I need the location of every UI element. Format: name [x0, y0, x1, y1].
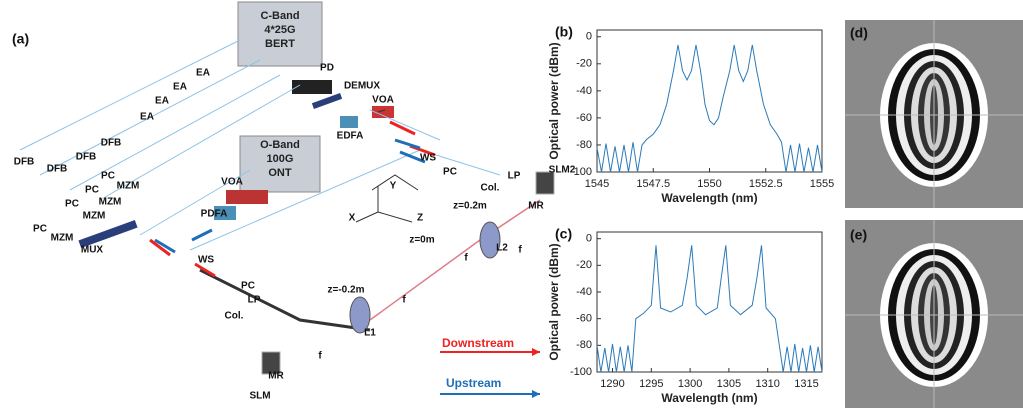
- panel-label: (c): [555, 226, 572, 242]
- component-label: DFB: [14, 157, 35, 168]
- component-label: MUX: [81, 245, 104, 256]
- y-tick-label: 0: [586, 233, 592, 245]
- y-tick-label: -20: [576, 58, 592, 70]
- page: (a) C-Band 4*25G BERT O-Band 100G ONT Do…: [0, 0, 1023, 408]
- panel-label: (e): [850, 227, 867, 243]
- component-label: EDFA: [337, 131, 364, 142]
- component-label: EA: [140, 112, 154, 123]
- component-label: WS: [420, 153, 436, 164]
- y-tick-label: -100: [570, 166, 592, 178]
- component-label: L1: [364, 328, 376, 339]
- panel-label: (d): [850, 25, 868, 41]
- component-label: VOA: [372, 95, 394, 106]
- component-label: PD: [320, 63, 334, 74]
- component-label: EA: [155, 96, 169, 107]
- component-label: PC: [241, 281, 255, 292]
- legend-label: Downstream: [442, 336, 514, 350]
- ont-label: 100G: [267, 153, 294, 165]
- component-label: PC: [101, 171, 115, 182]
- hologram-image: [845, 220, 1023, 408]
- component-label: L2: [496, 243, 508, 254]
- component-label: VOA: [221, 177, 243, 188]
- component-label: WS: [198, 255, 214, 266]
- component-label: DFB: [76, 152, 97, 163]
- component-label: z=-0.2m: [328, 285, 365, 296]
- x-tick-label: 1295: [639, 378, 663, 390]
- bert-label: 4*25G: [264, 24, 295, 36]
- panel-label: (a): [12, 31, 29, 47]
- bert-label: C-Band: [260, 10, 299, 22]
- component-label: MR: [268, 371, 284, 382]
- component-label: X: [349, 213, 356, 224]
- component-label: Col.: [481, 183, 500, 194]
- component-label: EA: [196, 68, 210, 79]
- plot-frame: [597, 30, 822, 172]
- figure: (a) C-Band 4*25G BERT O-Band 100G ONT Do…: [0, 0, 1023, 408]
- x-tick-label: 1555: [810, 178, 834, 190]
- x-tick-label: 1290: [600, 378, 624, 390]
- ont-label: ONT: [268, 167, 292, 179]
- component-label: EA: [173, 82, 187, 93]
- component-label: Y: [390, 181, 397, 192]
- y-tick-label: -40: [576, 286, 592, 298]
- component-label: LP: [508, 171, 521, 182]
- component-label: MZM: [99, 197, 122, 208]
- x-tick-label: 1552.5: [749, 178, 783, 190]
- component-label: LP: [248, 295, 261, 306]
- y-tick-label: 0: [586, 31, 592, 43]
- y-tick-label: -100: [570, 366, 592, 378]
- y-tick-label: -40: [576, 85, 592, 97]
- y-axis-label: Optical power (dBm): [547, 243, 561, 360]
- x-axis-label: Wavelength (nm): [661, 391, 757, 405]
- component-label: Z: [417, 213, 423, 224]
- x-tick-label: 1305: [717, 378, 741, 390]
- spectrum-line: [597, 45, 822, 172]
- x-tick-label: 1300: [678, 378, 702, 390]
- panel-label: (b): [555, 24, 573, 40]
- y-axis-label: Optical power (dBm): [547, 42, 561, 159]
- spectrum-line: [597, 245, 822, 372]
- component-label: Col.: [225, 311, 244, 322]
- y-tick-label: -80: [576, 139, 592, 151]
- hologram-image: [845, 20, 1023, 208]
- component-label: MZM: [117, 181, 140, 192]
- ont-label: O-Band: [260, 139, 300, 151]
- component-label: DEMUX: [344, 81, 380, 92]
- component-label: MR: [528, 201, 544, 212]
- x-tick-label: 1310: [755, 378, 779, 390]
- x-tick-label: 1547.5: [636, 178, 670, 190]
- component-label: MZM: [51, 233, 74, 244]
- component-label: PC: [443, 167, 457, 178]
- component-label: PC: [85, 185, 99, 196]
- y-tick-label: -20: [576, 259, 592, 271]
- bert-label: BERT: [265, 38, 295, 50]
- x-axis-label: Wavelength (nm): [661, 191, 757, 205]
- component-label: PDFA: [201, 209, 228, 220]
- component-label: f: [464, 253, 468, 264]
- component-label: z=0m: [409, 235, 434, 246]
- component-label: SLM: [249, 391, 270, 402]
- component-label: PC: [33, 224, 47, 235]
- y-tick-label: -60: [576, 313, 592, 325]
- component-label: PC: [65, 199, 79, 210]
- y-tick-label: -60: [576, 112, 592, 124]
- component-label: z=0.2m: [453, 201, 487, 212]
- component-label: f: [402, 295, 406, 306]
- x-tick-label: 1545: [585, 178, 609, 190]
- component-label: MZM: [83, 211, 106, 222]
- x-tick-label: 1550: [697, 178, 721, 190]
- component-label: f: [518, 245, 522, 256]
- x-tick-label: 1315: [794, 378, 818, 390]
- component-label: DFB: [47, 164, 68, 175]
- component-label: f: [318, 351, 322, 362]
- component-label: DFB: [101, 138, 122, 149]
- legend-label: Upstream: [446, 376, 501, 390]
- y-tick-label: -80: [576, 339, 592, 351]
